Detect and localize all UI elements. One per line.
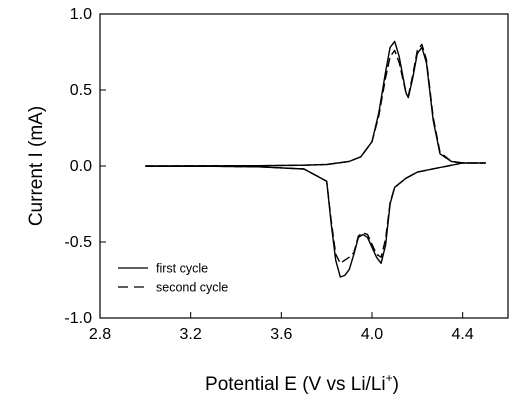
x-axis-title-main: Potential E (V vs Li/Li <box>205 374 386 395</box>
legend-label: first cycle <box>156 262 208 276</box>
series-line-first-cycle <box>145 40 486 278</box>
x-axis-title-superscript: + <box>386 371 393 385</box>
x-tick-label: 3.6 <box>270 326 292 343</box>
x-tick-label: 4.0 <box>361 326 383 343</box>
series-line-second-cycle <box>145 43 486 264</box>
x-tick-label: 2.8 <box>89 326 111 343</box>
y-tick-label: -0.5 <box>64 234 92 251</box>
y-tick-label: 1.0 <box>70 6 92 23</box>
x-tick-label: 4.4 <box>452 326 474 343</box>
legend: first cycle second cycle <box>118 262 228 295</box>
series-lines <box>145 40 486 278</box>
y-axis-title: Current I (mA) <box>26 106 47 226</box>
x-axis-title-close: ) <box>393 374 399 395</box>
axis-ticks: 2.8 3.2 3.6 4.0 4.4 -1.0 -0.5 0.0 0.5 1.0 <box>64 6 473 343</box>
y-tick-label: -1.0 <box>64 310 92 327</box>
y-tick-label: 0.5 <box>70 82 92 99</box>
legend-label: second cycle <box>156 281 228 295</box>
y-tick-label: 0.0 <box>70 158 92 175</box>
x-tick-label: 3.2 <box>180 326 202 343</box>
x-axis-title: Potential E (V vs Li/Li+) <box>205 371 399 395</box>
